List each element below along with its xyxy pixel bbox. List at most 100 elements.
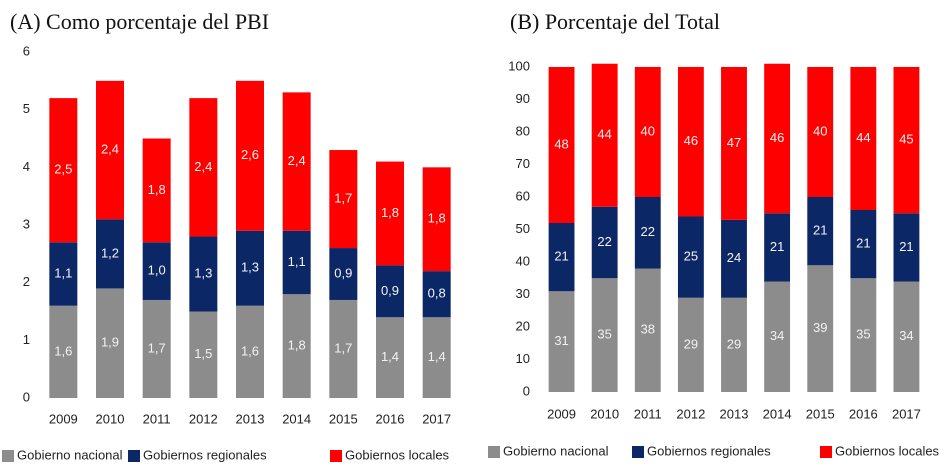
bar-segment [189, 98, 218, 237]
bar-segment [807, 67, 834, 197]
y-tick-label: 90 [516, 91, 530, 106]
data-label: 29 [684, 336, 698, 351]
bar-segment [329, 299, 358, 398]
legend-label: Gobierno nacional [503, 443, 609, 458]
bar-segment [677, 67, 704, 217]
legend-swatch [820, 446, 832, 458]
data-label: 21 [899, 239, 913, 254]
bar-segment [721, 219, 747, 298]
data-label: 40 [813, 123, 827, 138]
bar-segment [764, 281, 791, 392]
data-label: 2,6 [241, 147, 259, 162]
bar-segment [96, 288, 124, 398]
data-label: 0,9 [381, 283, 399, 298]
x-tick-label: 2011 [143, 411, 171, 426]
bar-segment [721, 297, 747, 392]
bar-segment [548, 67, 575, 223]
bar-segment [893, 281, 920, 392]
x-tick-label: 2010 [590, 406, 619, 421]
data-label: 22 [641, 224, 655, 239]
data-label: 1,1 [54, 265, 72, 280]
y-tick-label: 10 [516, 351, 530, 366]
data-label: 1,8 [428, 211, 446, 226]
legend-swatch [128, 450, 140, 462]
y-tick-label: 2 [23, 274, 30, 289]
data-label: 1,8 [148, 182, 166, 197]
bar-segment [591, 278, 618, 392]
bar-segment [634, 197, 661, 269]
data-label: 29 [727, 336, 741, 351]
data-label: 21 [770, 239, 784, 254]
bar-segment [893, 67, 920, 214]
legend-label: Gobiernos regionales [647, 443, 771, 458]
x-tick-label: 2016 [376, 411, 405, 426]
data-label: 44 [597, 127, 611, 142]
y-tick-label: 60 [516, 188, 530, 203]
data-label: 1,4 [428, 349, 446, 364]
x-tick-label: 2017 [422, 411, 451, 426]
x-tick-label: 2015 [806, 406, 835, 421]
y-tick-label: 50 [516, 221, 530, 236]
y-tick-label: 6 [23, 43, 30, 58]
bar-segment [548, 291, 575, 392]
bar-segment [142, 299, 171, 398]
data-label: 2,5 [54, 162, 72, 177]
data-label: 1,4 [381, 349, 399, 364]
x-tick-label: 2012 [189, 411, 218, 426]
y-tick-label: 70 [516, 156, 530, 171]
data-label: 34 [770, 328, 784, 343]
data-label: 1,0 [148, 263, 166, 278]
x-tick-label: 2012 [676, 406, 705, 421]
bar-segment [49, 305, 78, 398]
x-tick-label: 2009 [547, 406, 576, 421]
data-label: 46 [684, 133, 698, 148]
data-label: 47 [727, 135, 741, 150]
data-label: 21 [813, 223, 827, 238]
y-tick-label: 5 [23, 101, 30, 116]
bar-segment [329, 248, 358, 300]
bar-segment [189, 311, 218, 398]
y-tick-label: 0 [523, 383, 530, 398]
bar-segment [677, 216, 704, 298]
bar-segment [591, 63, 618, 207]
bar-segment [807, 265, 834, 392]
y-tick-label: 100 [508, 58, 530, 73]
legend-label: Gobiernos locales [835, 443, 940, 458]
bar-segment [548, 223, 575, 292]
bar-segment [850, 210, 877, 279]
bar-segment [764, 63, 791, 214]
legend-swatch [2, 450, 14, 462]
x-tick-label: 2013 [720, 406, 749, 421]
data-label: 1,7 [334, 190, 352, 205]
y-tick-label: 3 [23, 216, 30, 231]
legend-swatch [488, 446, 500, 458]
bar-segment [142, 138, 171, 243]
data-label: 1,8 [381, 205, 399, 220]
bar-segment [422, 317, 451, 398]
data-label: 1,3 [241, 260, 259, 275]
x-tick-label: 2014 [282, 411, 311, 426]
legend-label: Gobierno nacional [17, 447, 123, 462]
bar-segment [850, 278, 877, 392]
data-label: 0,8 [428, 286, 446, 301]
data-label: 1,6 [241, 343, 259, 358]
data-label: 1,9 [101, 335, 119, 350]
x-tick-label: 2011 [634, 406, 662, 421]
data-label: 1,7 [334, 340, 352, 355]
data-label: 0,9 [334, 265, 352, 280]
data-label: 35 [597, 327, 611, 342]
bar-segment [329, 150, 358, 249]
data-label: 1,6 [54, 343, 72, 358]
data-label: 35 [856, 327, 870, 342]
bar-segment [376, 317, 404, 398]
data-label: 48 [554, 136, 568, 151]
data-label: 21 [554, 249, 568, 264]
y-tick-label: 30 [516, 286, 530, 301]
data-label: 2,4 [194, 159, 212, 174]
bar-segment [96, 80, 124, 220]
y-tick-label: 1 [23, 332, 30, 347]
bar-segment [422, 167, 451, 272]
y-tick-label: 20 [516, 318, 530, 333]
bar-segment [282, 230, 311, 295]
